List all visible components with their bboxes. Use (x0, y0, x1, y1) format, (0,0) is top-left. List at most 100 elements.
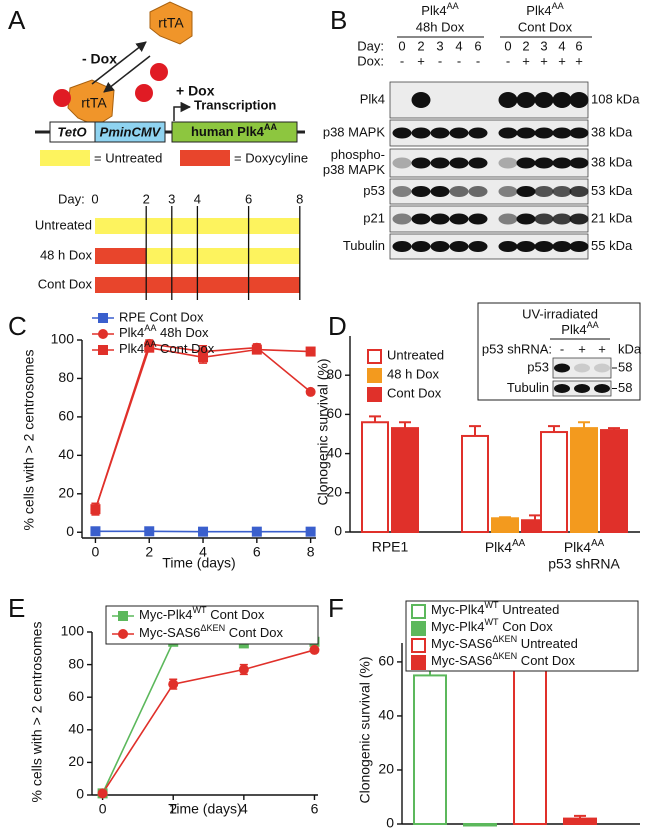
band (516, 213, 536, 225)
y-tick-label: 60 (378, 653, 394, 669)
legend-box (405, 600, 639, 672)
x-tick-label: 6 (253, 544, 261, 560)
kda-label: 53 kDa (591, 183, 633, 198)
x-tick-label: 2 (169, 801, 177, 817)
y-tick-label: 100 (51, 331, 75, 347)
x-axis-label: Time (days) (162, 555, 235, 571)
band (552, 213, 572, 225)
bar (491, 517, 519, 534)
marker (305, 386, 316, 397)
minus-dox: - Dox (82, 51, 117, 67)
kda-label: 21 kDa (591, 210, 633, 225)
legend-box (105, 605, 319, 645)
band (569, 186, 589, 197)
legend-label: Plk4AA 48h Dox (119, 323, 209, 340)
band (468, 213, 488, 225)
lane-day: 2 (417, 38, 424, 53)
legend-label: 48 h Dox (387, 366, 440, 381)
band (534, 157, 554, 169)
legend-label: Plk4AA Cont Dox (119, 339, 215, 356)
day: 8 (296, 191, 303, 206)
band (498, 92, 518, 108)
band (498, 213, 518, 225)
dox-molecule (150, 63, 168, 81)
marker (90, 526, 101, 537)
legend-marker (118, 629, 128, 639)
marker (97, 788, 108, 799)
band (594, 363, 610, 373)
y-tick-label: 20 (68, 753, 84, 769)
legend-swatch (411, 655, 426, 670)
legend-label: Myc-SAS6ΔKEN Cont Dox (431, 651, 575, 668)
band (534, 92, 554, 108)
band (534, 186, 554, 197)
y-tick-label: 60 (326, 405, 342, 421)
band (430, 241, 450, 252)
band (569, 241, 589, 252)
x-tick-label: Plk4AA (485, 538, 526, 555)
group-label: 48h Dox (416, 19, 465, 34)
y-tick-label: 0 (334, 523, 342, 539)
band (430, 186, 450, 197)
x-tick-label: 8 (307, 544, 315, 560)
promoter: PminCMV (100, 124, 162, 139)
y-axis-label: Clonogenic survival (%) (357, 656, 373, 803)
bar (540, 431, 568, 534)
lane-day: 4 (455, 38, 462, 53)
arrow (103, 55, 151, 93)
marker (238, 664, 249, 675)
panel-label: F (328, 593, 344, 623)
kda-label: 55 kDa (591, 238, 633, 253)
y-tick-label: 80 (58, 369, 74, 385)
inset-line: Plk4AA (561, 320, 599, 337)
timeline-segment (146, 248, 300, 264)
band (534, 213, 554, 225)
x-tick-label: 0 (99, 801, 107, 817)
band (411, 241, 431, 252)
lane-dox: - (476, 53, 480, 68)
bar (361, 421, 389, 533)
band (411, 92, 431, 108)
row-label: phospho- (331, 147, 385, 162)
band (468, 157, 488, 169)
band (392, 186, 412, 197)
band (552, 241, 572, 252)
rtta-shape (149, 1, 193, 45)
legend-marker (98, 313, 108, 323)
marker (251, 526, 262, 537)
day: 0 (91, 191, 98, 206)
legend-swatch (411, 604, 426, 619)
x-tick-label: 4 (199, 544, 207, 560)
inset-kda-value: 58 (618, 359, 632, 374)
kda-label: 38 kDa (591, 154, 633, 169)
day: 4 (194, 191, 201, 206)
gene-box (171, 121, 298, 143)
lane-day: 3 (540, 38, 547, 53)
band (569, 157, 589, 169)
band (552, 92, 572, 108)
lane-day: 6 (474, 38, 481, 53)
lane-dox: - (400, 53, 404, 68)
marker (251, 344, 262, 355)
marker (168, 679, 179, 690)
bar (600, 429, 628, 533)
x-tick-label: 2 (145, 544, 153, 560)
legend-swatch (367, 387, 382, 402)
rtta-label: rtTA (158, 15, 184, 31)
y-tick-label: 0 (66, 523, 74, 539)
x-tick-label: 6 (311, 801, 319, 817)
band (392, 127, 412, 139)
band (449, 157, 469, 169)
lane-day: 4 (558, 38, 565, 53)
lane-day: 0 (398, 38, 405, 53)
band (594, 384, 610, 393)
inset-lane: + (578, 341, 586, 356)
inset-row-label: Tubulin (507, 380, 549, 395)
bar (570, 427, 598, 533)
inset-title: UV-irradiated (522, 306, 598, 321)
marker (309, 644, 320, 655)
y-tick-label: 20 (378, 761, 394, 777)
legend-marker (118, 611, 128, 621)
group-label: Plk4AA (526, 1, 564, 18)
